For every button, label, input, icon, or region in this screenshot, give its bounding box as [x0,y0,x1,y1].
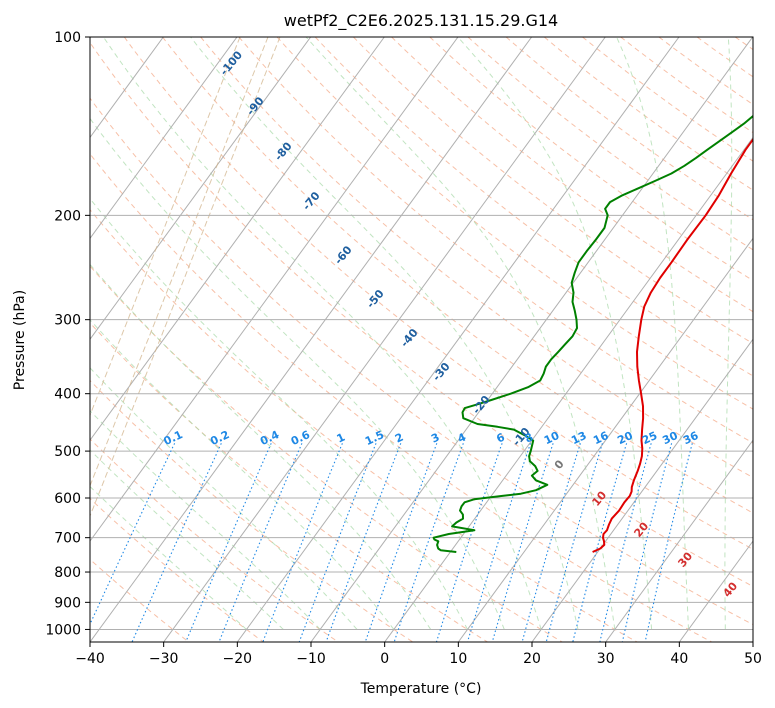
x-axis-label: Temperature (°C) [360,681,482,697]
y-tick-label: 800 [54,565,81,581]
dry-adiabat-line [90,97,753,626]
reference-curve [90,37,281,518]
x-tick-label: −30 [149,651,179,667]
y-tick-label: 600 [54,491,81,507]
isotherm-line [90,37,459,542]
x-tick-label: 40 [670,651,688,667]
mixing-ratio-line [364,443,438,642]
mixing-ratio-lines [90,443,693,642]
x-tick-label: 10 [449,651,467,667]
mixing-ratio-label: 20 [615,429,635,447]
mixing-ratio-label: 10 [542,429,562,447]
dry-adiabat-line [391,37,753,313]
dry-adiabat-line [90,558,190,642]
mixing-ratio-label: 13 [569,429,588,447]
dry-adiabat-line [90,41,753,588]
dry-adiabat-line [238,37,753,444]
moist-adiabat-line [90,449,284,630]
mixing-ratio-line [90,443,176,626]
moist-adiabat-line [724,37,733,630]
dry-adiabat-line [90,322,488,642]
chart-title: wetPf2_C2E6.2025.131.15.29.G14 [284,11,558,31]
plot-frame [89,36,754,643]
moist-adiabat-line [305,37,616,630]
isotherm-line [90,37,238,240]
temperature-profile-line [592,137,753,553]
isotherm-line [310,37,753,642]
dry-adiabat-line [90,379,414,642]
moist-adiabat-line [102,37,542,630]
mixing-ratio-label: 25 [640,429,659,447]
mixing-ratio-line [466,443,532,642]
dry-adiabat-line [276,37,753,410]
dry-adiabat-line [90,265,563,642]
moist-adiabat-line [90,367,358,630]
moist-adiabat-line [90,117,505,630]
isotherm-line [236,37,680,642]
mixing-ratio-line [298,443,377,642]
x-tick-label: 0 [380,651,389,667]
isotherm-line [457,237,753,642]
y-tick-label: 300 [54,313,81,329]
x-tick-label: 20 [523,651,541,667]
dry-adiabat-line [353,37,753,345]
x-tick-label: −20 [223,651,253,667]
y-tick-label: 200 [54,208,81,224]
x-axis-ticks: −40 −30 −20 −10 0 10 20 30 40 50 [75,642,762,667]
mixing-ratio-line [572,443,628,642]
y-tick-label: 1000 [45,622,81,638]
mixing-ratio-line [185,443,272,642]
y-axis-label: Pressure (hPa) [12,290,28,390]
mixing-ratio-line [262,443,343,642]
x-tick-label: −40 [75,651,105,667]
series-layer [432,114,753,553]
x-tick-label: −10 [296,651,326,667]
dry-adiabat-line [90,438,339,642]
mixing-ratio-label: 16 [591,429,611,447]
grid-lines [90,37,753,630]
moist-adiabat-line [616,37,689,630]
mixing-ratio-line [435,443,503,642]
isotherm-line [605,439,753,642]
mixing-ratio-line [599,443,652,642]
y-axis-ticks: 100 200 300 400 500 600 700 800 900 1000 [45,30,90,638]
dry-adiabat-line [314,37,753,377]
isotherm-line [90,37,533,642]
isotherm-line [163,37,606,642]
mixing-ratio-line [218,443,303,642]
y-tick-label: 400 [54,387,81,403]
isotherm-line [90,37,312,341]
x-tick-label: 50 [744,651,762,667]
isotherm-line [90,37,385,442]
x-tick-label: 30 [597,651,615,667]
mixing-ratio-label: 36 [681,429,701,447]
dry-adiabat-line [200,37,753,479]
mixing-ratio-label: 30 [660,429,680,447]
y-tick-label: 900 [54,595,81,611]
moist-adiabat-line [90,263,432,630]
reference-curve [90,37,269,488]
y-tick-label: 500 [54,444,81,460]
dry-adiabat-line [162,37,753,514]
dry-adiabat-line [90,208,638,642]
mixing-ratio-line [393,443,464,642]
reference-curve [90,37,241,417]
y-tick-label: 100 [54,30,81,46]
mixing-ratio-line [325,443,402,642]
dewpoint-profile-line [432,114,753,553]
y-tick-label: 700 [54,531,81,547]
